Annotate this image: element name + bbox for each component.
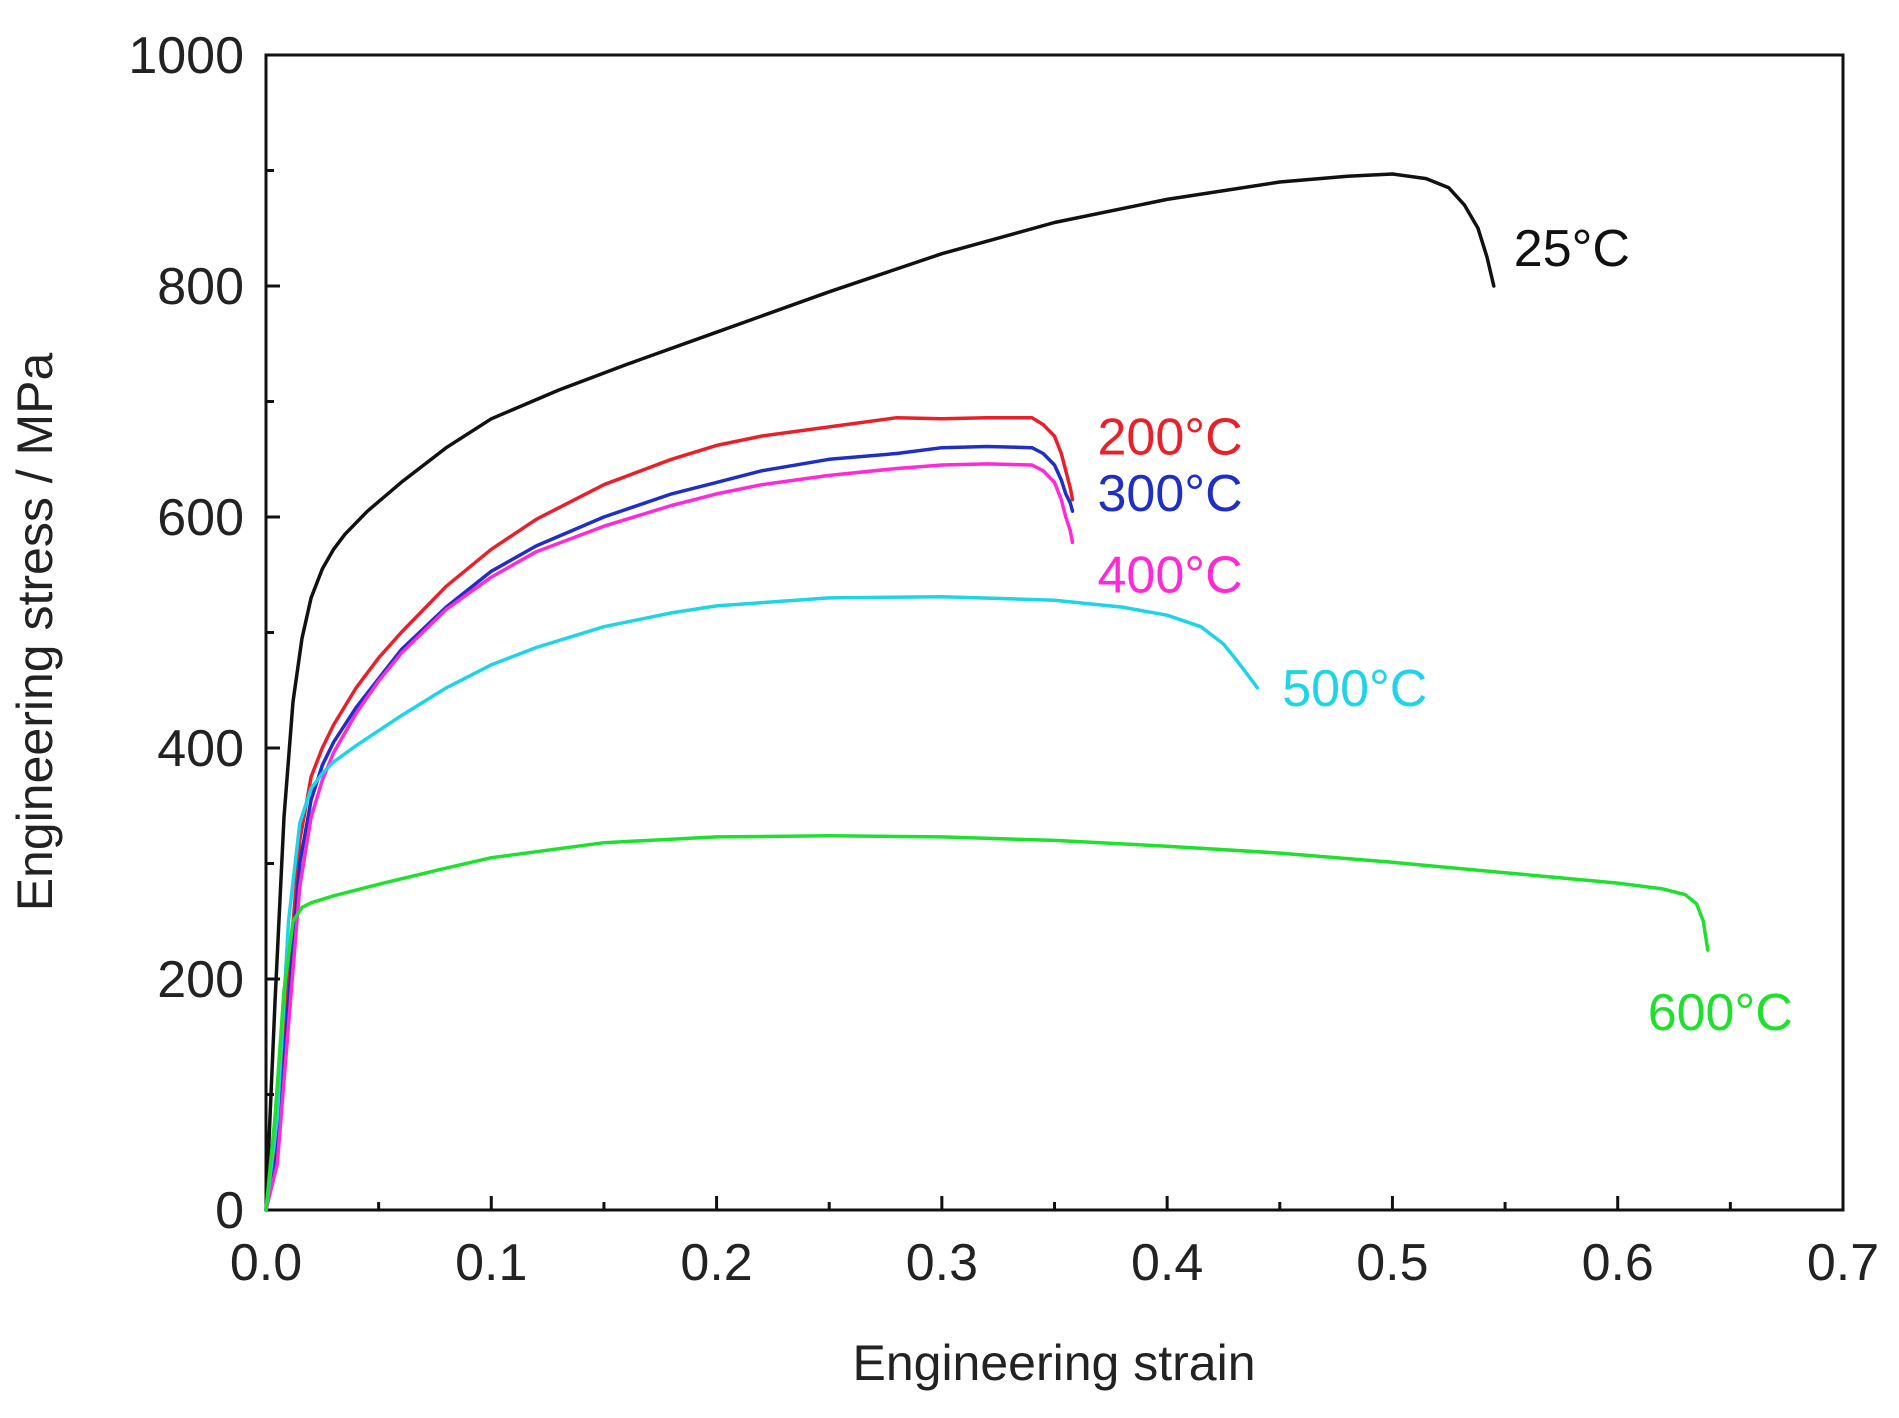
y-tick-label: 800 — [157, 258, 244, 316]
x-axis-label: Engineering strain — [852, 1335, 1255, 1391]
x-tick-label: 0.2 — [680, 1234, 752, 1292]
y-tick-label: 1000 — [128, 27, 244, 85]
x-tick-label: 0.0 — [230, 1234, 302, 1292]
x-tick-label: 0.1 — [455, 1234, 527, 1292]
series-line-200C — [264, 415, 1075, 1212]
y-tick-label: 400 — [157, 720, 244, 778]
series-label-400C: 400°C — [1098, 546, 1243, 604]
series-line-400C — [264, 462, 1075, 1212]
y-axis-label: Engineering stress / MPa — [7, 353, 63, 912]
series-lines — [264, 172, 1710, 1212]
series-line-600C — [264, 834, 1710, 1212]
x-tick-label: 0.6 — [1582, 1234, 1654, 1292]
y-tick-label: 200 — [157, 951, 244, 1009]
x-tick-label: 0.4 — [1131, 1234, 1203, 1292]
y-tick-label: 600 — [157, 489, 244, 547]
x-tick-label: 0.7 — [1807, 1234, 1879, 1292]
x-tick-label: 0.5 — [1356, 1234, 1428, 1292]
series-label-500C: 500°C — [1282, 660, 1427, 718]
x-tick-label: 0.3 — [906, 1234, 978, 1292]
series-label-300C: 300°C — [1098, 465, 1243, 523]
axis-tick-labels: 0.0 0.1 0.2 0.3 0.4 0.5 0.6 0.7 0 200 400 600 800 100… — [128, 27, 1879, 1292]
series-label-25C: 25°C — [1514, 220, 1630, 278]
series-label-600C: 600°C — [1648, 984, 1793, 1042]
series-line-25C — [264, 172, 1496, 1212]
series-line-500C — [264, 594, 1260, 1212]
y-tick-label: 0 — [215, 1182, 244, 1240]
series-label-200C: 200°C — [1098, 409, 1243, 467]
